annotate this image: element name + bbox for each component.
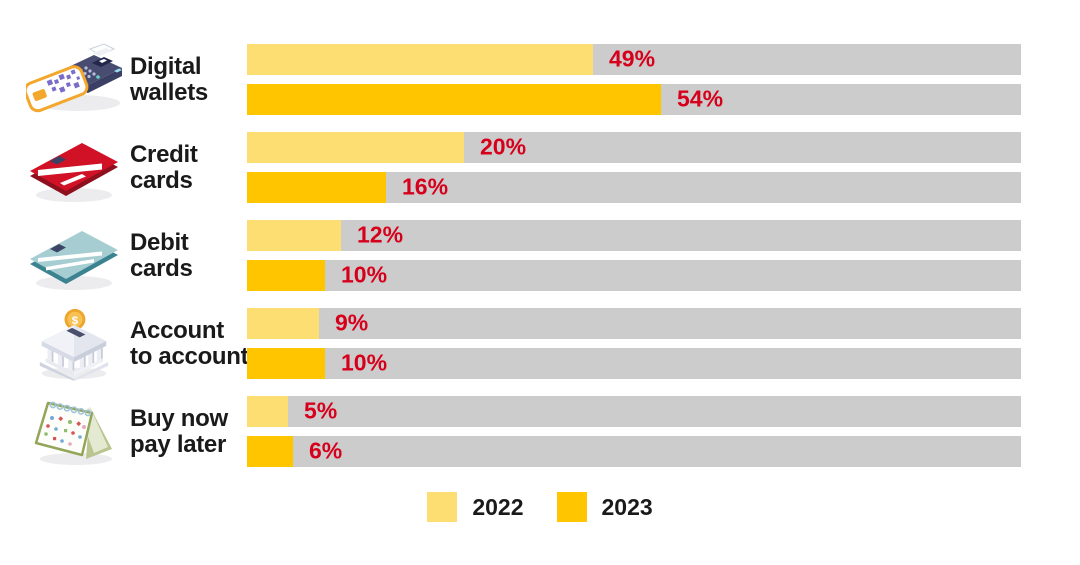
bar-2023 <box>247 172 386 203</box>
category-label-line1: Account <box>130 316 224 344</box>
category-label: Credit cards <box>130 140 198 194</box>
category-row: Debit cards 12% 10% <box>0 220 1080 291</box>
bar-track-2022: 12% <box>247 220 1021 251</box>
value-label-2023: 10% <box>341 261 388 288</box>
category-row: Credit cards 20% 16% <box>0 132 1080 203</box>
value-label-2023: 16% <box>402 173 449 200</box>
category-label: Digital wallets <box>130 52 208 106</box>
value-label-2022: 20% <box>480 133 527 160</box>
legend-item-2022: 2022 <box>427 492 524 522</box>
category-label: Debit cards <box>130 228 193 282</box>
category-label-line1: Debit <box>130 228 189 256</box>
value-label-2022: 49% <box>609 45 656 72</box>
bar-track-2023: 54% <box>247 84 1021 115</box>
bar-2022 <box>247 44 593 75</box>
bar-2023 <box>247 84 661 115</box>
value-label-2022: 9% <box>335 309 369 336</box>
category-label-line2: cards <box>130 254 193 282</box>
category-label-line2: pay later <box>130 430 227 458</box>
bar-track-2023: 10% <box>247 260 1021 291</box>
legend: 2022 2023 <box>0 492 1080 522</box>
category-label: Account to account <box>130 316 249 370</box>
calendar-icon <box>26 395 122 469</box>
category-row: $ Account to account 9% 10% <box>0 307 1080 381</box>
bar-track-2023: 16% <box>247 172 1021 203</box>
bar-2022 <box>247 220 341 251</box>
category-label-line2: to account <box>130 342 249 370</box>
category-label: Buy now pay later <box>130 404 228 458</box>
bar-2022 <box>247 396 288 427</box>
legend-label-2023: 2023 <box>601 493 653 520</box>
bar-2023 <box>247 436 293 467</box>
category-label-line2: wallets <box>130 78 208 106</box>
category-label-line2: cards <box>130 166 193 194</box>
bar-track-2022: 49% <box>247 44 1021 75</box>
bar-track-2022: 9% <box>247 308 1021 339</box>
bar-2023 <box>247 260 325 291</box>
category-label-line1: Credit <box>130 140 198 168</box>
bar-track-2023: 6% <box>247 436 1021 467</box>
debit-card-icon <box>26 219 122 293</box>
category-label-line1: Buy now <box>130 404 228 432</box>
bank-building-icon: $ <box>26 307 122 381</box>
category-label-line1: Digital <box>130 52 202 80</box>
value-label-2023: 54% <box>677 85 724 112</box>
legend-swatch-2022 <box>427 492 458 522</box>
svg-text:$: $ <box>72 315 79 327</box>
bar-2022 <box>247 132 464 163</box>
value-label-2023: 10% <box>341 349 388 376</box>
legend-item-2023: 2023 <box>556 492 653 522</box>
bar-2023 <box>247 348 325 379</box>
category-row: Buy now pay later 5% 6% <box>0 396 1080 467</box>
legend-label-2022: 2022 <box>472 493 524 520</box>
credit-card-icon <box>26 131 122 205</box>
value-label-2022: 5% <box>304 397 338 424</box>
value-label-2022: 12% <box>357 221 404 248</box>
bar-track-2022: 20% <box>247 132 1021 163</box>
bar-track-2023: 10% <box>247 348 1021 379</box>
digital-wallets-icon <box>26 42 122 117</box>
bar-track-2022: 5% <box>247 396 1021 427</box>
legend-swatch-2023 <box>556 492 587 522</box>
category-row: Digital wallets 49% 54% <box>0 42 1080 117</box>
value-label-2023: 6% <box>309 437 343 464</box>
bar-2022 <box>247 308 319 339</box>
